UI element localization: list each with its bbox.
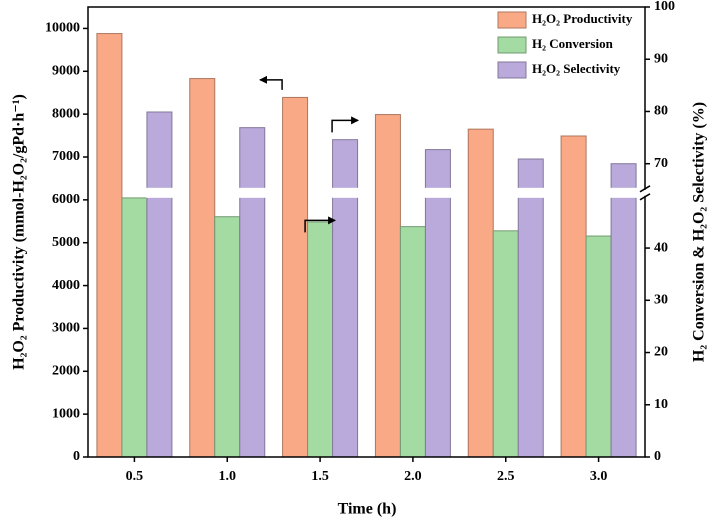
bar <box>307 221 334 458</box>
bar <box>189 78 216 458</box>
legend-label: H₂O₂ Selectivity <box>532 61 621 76</box>
bar <box>560 135 587 458</box>
bar <box>146 111 173 458</box>
bar <box>517 158 544 458</box>
x-tick-label: 1.5 <box>311 469 329 484</box>
legend-swatch <box>497 61 527 79</box>
axis-break-gap <box>610 187 638 198</box>
y2-axis-label: H₂ Conversion & H₂O₂ Selectivity (%) <box>691 102 708 362</box>
y-tick-label: 3000 <box>52 321 80 336</box>
y-tick-label: 7000 <box>52 149 80 164</box>
y-tick-label: 9000 <box>52 64 80 79</box>
bar <box>239 127 266 458</box>
axis-break-gap <box>238 187 266 198</box>
bar <box>610 163 637 458</box>
legend-label: H₂O₂ Productivity <box>532 11 633 26</box>
y-tick-label: 10000 <box>45 21 80 36</box>
bar <box>467 128 494 458</box>
x-tick-label: 1.0 <box>219 469 237 484</box>
x-tick-label: 2.5 <box>497 469 515 484</box>
axis-break-mark <box>639 185 651 193</box>
bar <box>424 149 451 458</box>
y-tick-label: 5000 <box>52 235 80 250</box>
annotation-arrow <box>304 216 337 233</box>
bar <box>492 230 519 458</box>
y2-tick-label: 40 <box>654 240 668 255</box>
y2-tick-label: 30 <box>654 293 668 308</box>
x-tick-label: 0.5 <box>126 469 144 484</box>
axis-break-gap <box>331 187 359 198</box>
x-tick-label: 3.0 <box>590 469 608 484</box>
x-axis-label: Time (h) <box>338 501 397 518</box>
y2-tick-label: 20 <box>654 345 668 360</box>
y2-tick-label: 90 <box>654 51 668 66</box>
legend-label: H₂ Conversion <box>532 36 614 51</box>
bar <box>121 197 148 458</box>
bar <box>332 139 359 458</box>
annotation-arrow <box>331 116 360 133</box>
legend-swatch <box>497 11 527 29</box>
y2-tick-label: 100 <box>654 0 675 14</box>
bar <box>282 96 309 458</box>
y2-tick-label: 10 <box>654 397 668 412</box>
bar <box>399 226 426 458</box>
axis-break-cover <box>641 189 649 196</box>
y-tick-label: 0 <box>73 449 80 464</box>
bar <box>214 216 241 458</box>
y2-tick-label: 0 <box>654 449 661 464</box>
axis-break-mark <box>639 193 651 201</box>
y-tick-label: 2000 <box>52 364 80 379</box>
axis-break-gap <box>517 187 545 198</box>
axis-break-gap <box>424 187 452 198</box>
bar <box>585 235 612 458</box>
y-tick-label: 6000 <box>52 192 80 207</box>
plot-frame <box>87 6 646 458</box>
bar <box>96 33 123 458</box>
y2-tick-label: 80 <box>654 104 668 119</box>
y-tick-label: 8000 <box>52 106 80 121</box>
x-tick-label: 2.0 <box>404 469 422 484</box>
annotation-arrow <box>259 75 283 90</box>
bar <box>374 114 401 458</box>
y-tick-label: 4000 <box>52 278 80 293</box>
y-axis-label: H₂O₂ Productivity (mmol-H₂O₂/gPd·h⁻¹) <box>11 94 28 370</box>
y2-tick-label: 70 <box>654 156 668 171</box>
axis-break-gap <box>145 187 173 198</box>
legend-swatch <box>497 36 527 54</box>
y-tick-label: 1000 <box>52 406 80 421</box>
